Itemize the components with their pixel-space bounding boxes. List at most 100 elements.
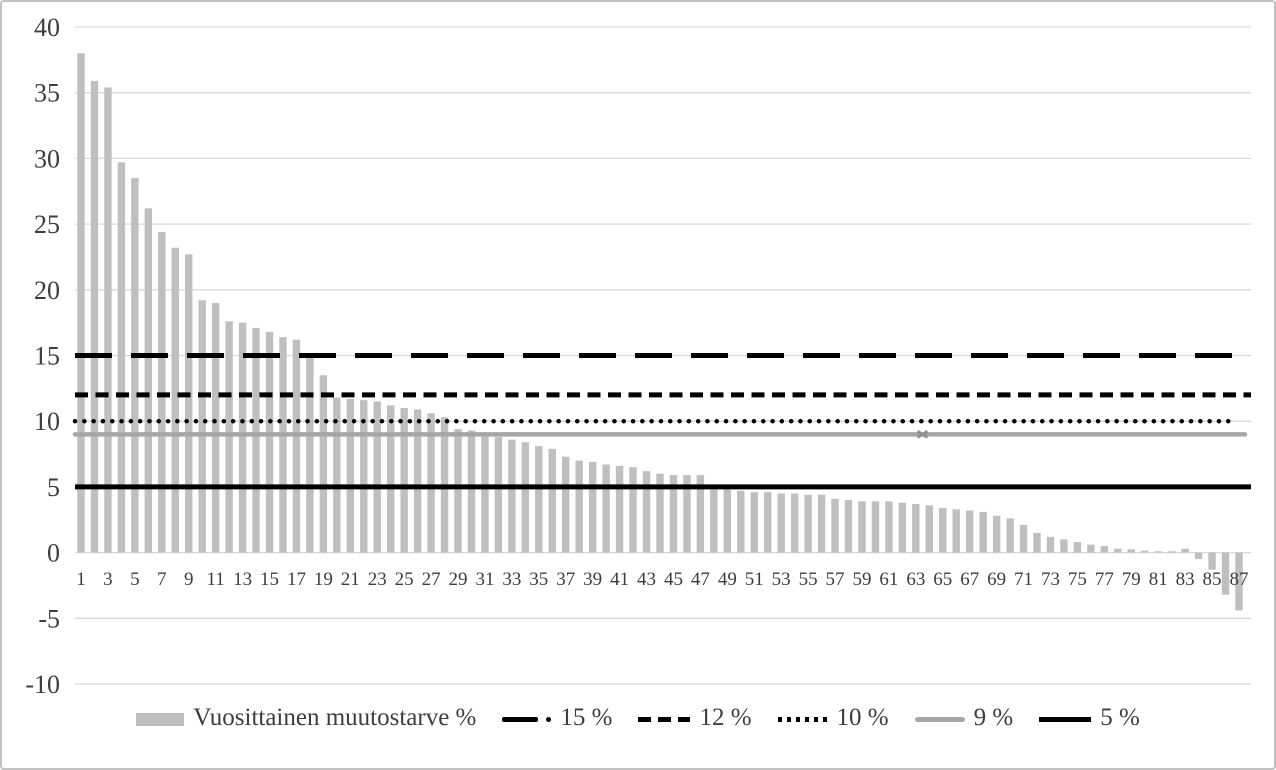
x-tick-label: 57 [826,569,845,590]
bar [710,489,718,553]
x-tick-label: 65 [933,569,952,590]
x-tick-label: 69 [987,569,1006,590]
x-tick-label: 25 [395,569,414,590]
bar [656,473,664,553]
x-tick-label: 23 [368,569,387,590]
bar [508,439,516,553]
x-tick-label: 27 [422,569,441,590]
bar [494,436,503,553]
legend-label-10: 10 % [836,704,889,731]
bar [844,500,853,553]
bar [454,429,462,553]
x-tick-label: 5 [130,569,140,590]
x-tick-label: 51 [745,569,764,590]
bar [750,492,758,553]
y-tick-label: 35 [34,79,60,108]
bar [629,467,637,553]
bar [575,460,583,553]
dot-segment [546,716,552,722]
bar [1141,550,1149,553]
bar [319,375,328,553]
bar [333,397,341,553]
bar [696,475,705,553]
x-tick-label: 43 [637,569,656,590]
bar [292,339,301,553]
bar [871,501,880,553]
legend-label-12: 12 % [699,704,752,731]
legend-item-9: 9 % [914,704,1014,733]
bar [764,492,772,553]
x-tick-label: 37 [556,569,575,590]
dashed-line-swatch-icon [638,716,691,722]
bar [1019,525,1028,553]
bar [104,87,112,553]
x-tick-label: 11 [207,569,225,590]
x-tick-label: 79 [1122,569,1141,590]
x-tick-label: 9 [184,569,194,590]
y-tick-label: -10 [25,670,60,699]
x-tick-label: 39 [583,569,602,590]
chart-legend: Vuosittainen muutostarve % 15 % 12 % 10 … [2,705,1274,733]
y-tick-label: 30 [34,144,60,173]
bar [198,300,206,553]
legend-item-15: 15 % [502,705,612,733]
x-tick-label: 59 [852,569,871,590]
bar [939,507,947,553]
bar [306,354,314,553]
bar [979,511,987,553]
bar [252,327,260,553]
x-tick-label: 3 [103,569,113,590]
bar [481,433,489,553]
bar [1100,546,1109,553]
bar [912,503,920,553]
bar [1046,536,1055,553]
y-tick-label: 20 [34,276,60,305]
bar [602,464,610,553]
bar [373,401,381,553]
x-tick-label: 31 [475,569,494,590]
bar [817,494,826,553]
x-tick-label: 17 [287,569,306,590]
x-tick-label: 35 [529,569,548,590]
legend-item-5: 5 % [1039,705,1140,733]
x-tick-label: 87 [1229,569,1248,590]
bar [400,408,408,553]
x-tick-label: 85 [1203,569,1222,590]
bar [804,494,812,553]
bar [925,505,933,553]
bar [683,475,691,553]
bar [562,456,570,553]
bar [723,489,732,553]
y-tick-label: 5 [47,473,60,502]
x-tick-label: 41 [610,569,629,590]
x-tick-label: 21 [341,569,360,590]
x-tick-label: 19 [314,569,333,590]
bar [1154,551,1162,553]
legend-label-9: 9 % [973,704,1014,731]
bar [1087,544,1095,553]
bar [965,510,974,553]
bar [1194,552,1203,560]
x-marker-icon [916,430,929,439]
gray-line-swatch-icon [914,716,965,722]
bar [360,400,368,553]
x-tick-label: 75 [1068,569,1087,590]
bar [1235,552,1243,611]
bar [548,448,556,553]
legend-label-15: 15 % [560,704,613,731]
black-line-swatch-icon [1039,716,1092,722]
bar [211,302,220,553]
dash-segment [502,716,539,722]
bar [642,471,651,553]
dotted-line-swatch-icon [777,716,828,722]
bar [521,442,530,553]
bar [158,231,166,553]
legend-label-5: 5 % [1100,704,1140,731]
x-tick-label: 71 [1014,569,1033,590]
bar [90,80,99,553]
x-tick-label: 13 [233,569,252,590]
bar-series-swatch-icon [136,712,185,726]
bar [737,490,745,553]
